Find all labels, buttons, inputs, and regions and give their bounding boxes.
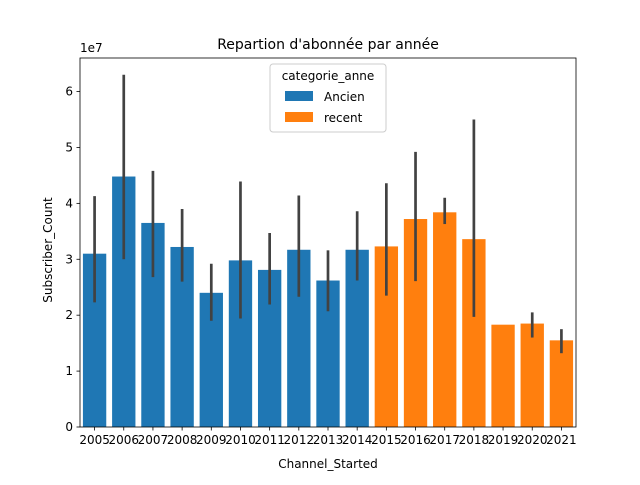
errorbars-layer (93, 74, 563, 354)
x-tick-label-2006: 2006 (108, 433, 139, 447)
legend-label-ancien: Ancien (324, 90, 365, 104)
bar-2007 (141, 222, 165, 427)
axes-spines (79, 57, 577, 428)
y-tick-label-5: 5 (65, 140, 73, 154)
x-tick-label-2009: 2009 (196, 433, 227, 447)
x-tick-label-2012: 2012 (284, 433, 315, 447)
y-offset-label: 1e7 (80, 41, 103, 55)
x-tick-label-2010: 2010 (225, 433, 256, 447)
bar-2008 (170, 246, 194, 427)
bar-2006 (112, 176, 136, 427)
y-tick-label-1: 1 (65, 364, 73, 378)
x-tick-label-2008: 2008 (167, 433, 198, 447)
x-tick-label-2018: 2018 (459, 433, 490, 447)
bar-2011 (257, 269, 282, 427)
x-tick-label-2014: 2014 (342, 433, 373, 447)
x-tick-label-2017: 2017 (429, 433, 460, 447)
y-tick-label-0: 0 (65, 420, 73, 434)
legend: categorie_anne Ancien recent (269, 63, 387, 133)
bar-2014 (345, 249, 369, 427)
bar-2019 (491, 324, 515, 427)
legend-label-recent: recent (324, 111, 363, 125)
legend-swatch-ancien (285, 91, 313, 101)
y-tick-label-3: 3 (65, 252, 73, 266)
bar-2020 (520, 323, 544, 427)
bar-2005 (82, 253, 107, 427)
x-tick-label-2015: 2015 (371, 433, 402, 447)
x-tick-label-2020: 2020 (517, 433, 548, 447)
bar-2016 (403, 219, 428, 427)
plot-frame (79, 57, 577, 428)
x-tick-label-2011: 2011 (254, 433, 285, 447)
bar-2013 (316, 280, 340, 427)
bar-2012 (287, 249, 311, 427)
x-ticks-layer: 2005200620072008200920102011201220132014… (79, 427, 577, 447)
x-tick-label-2019: 2019 (488, 433, 519, 447)
x-tick-label-2005: 2005 (79, 433, 110, 447)
chart-title: Repartion d'abonnée par année (217, 37, 439, 53)
y-tick-label-6: 6 (65, 85, 73, 99)
bar-2018 (462, 239, 486, 427)
legend-title: categorie_anne (282, 69, 375, 83)
y-tick-label-4: 4 (65, 196, 73, 210)
y-tick-label-2: 2 (65, 308, 73, 322)
x-axis-label: Channel_Started (278, 457, 378, 471)
bar-2010 (228, 260, 253, 427)
legend-swatch-recent (285, 112, 313, 122)
bar-2017 (433, 212, 457, 427)
bars-layer (82, 176, 574, 427)
x-tick-label-2021: 2021 (546, 433, 577, 447)
bar-2021 (549, 340, 574, 427)
y-ticks-layer: 0 1 2 3 4 5 6 (65, 85, 80, 434)
x-tick-label-2013: 2013 (313, 433, 344, 447)
x-tick-label-2007: 2007 (138, 433, 169, 447)
y-axis-label: Subscriber_Count (41, 197, 55, 303)
x-tick-label-2016: 2016 (400, 433, 431, 447)
bar-2015 (374, 246, 399, 427)
bar-2009 (199, 292, 223, 427)
